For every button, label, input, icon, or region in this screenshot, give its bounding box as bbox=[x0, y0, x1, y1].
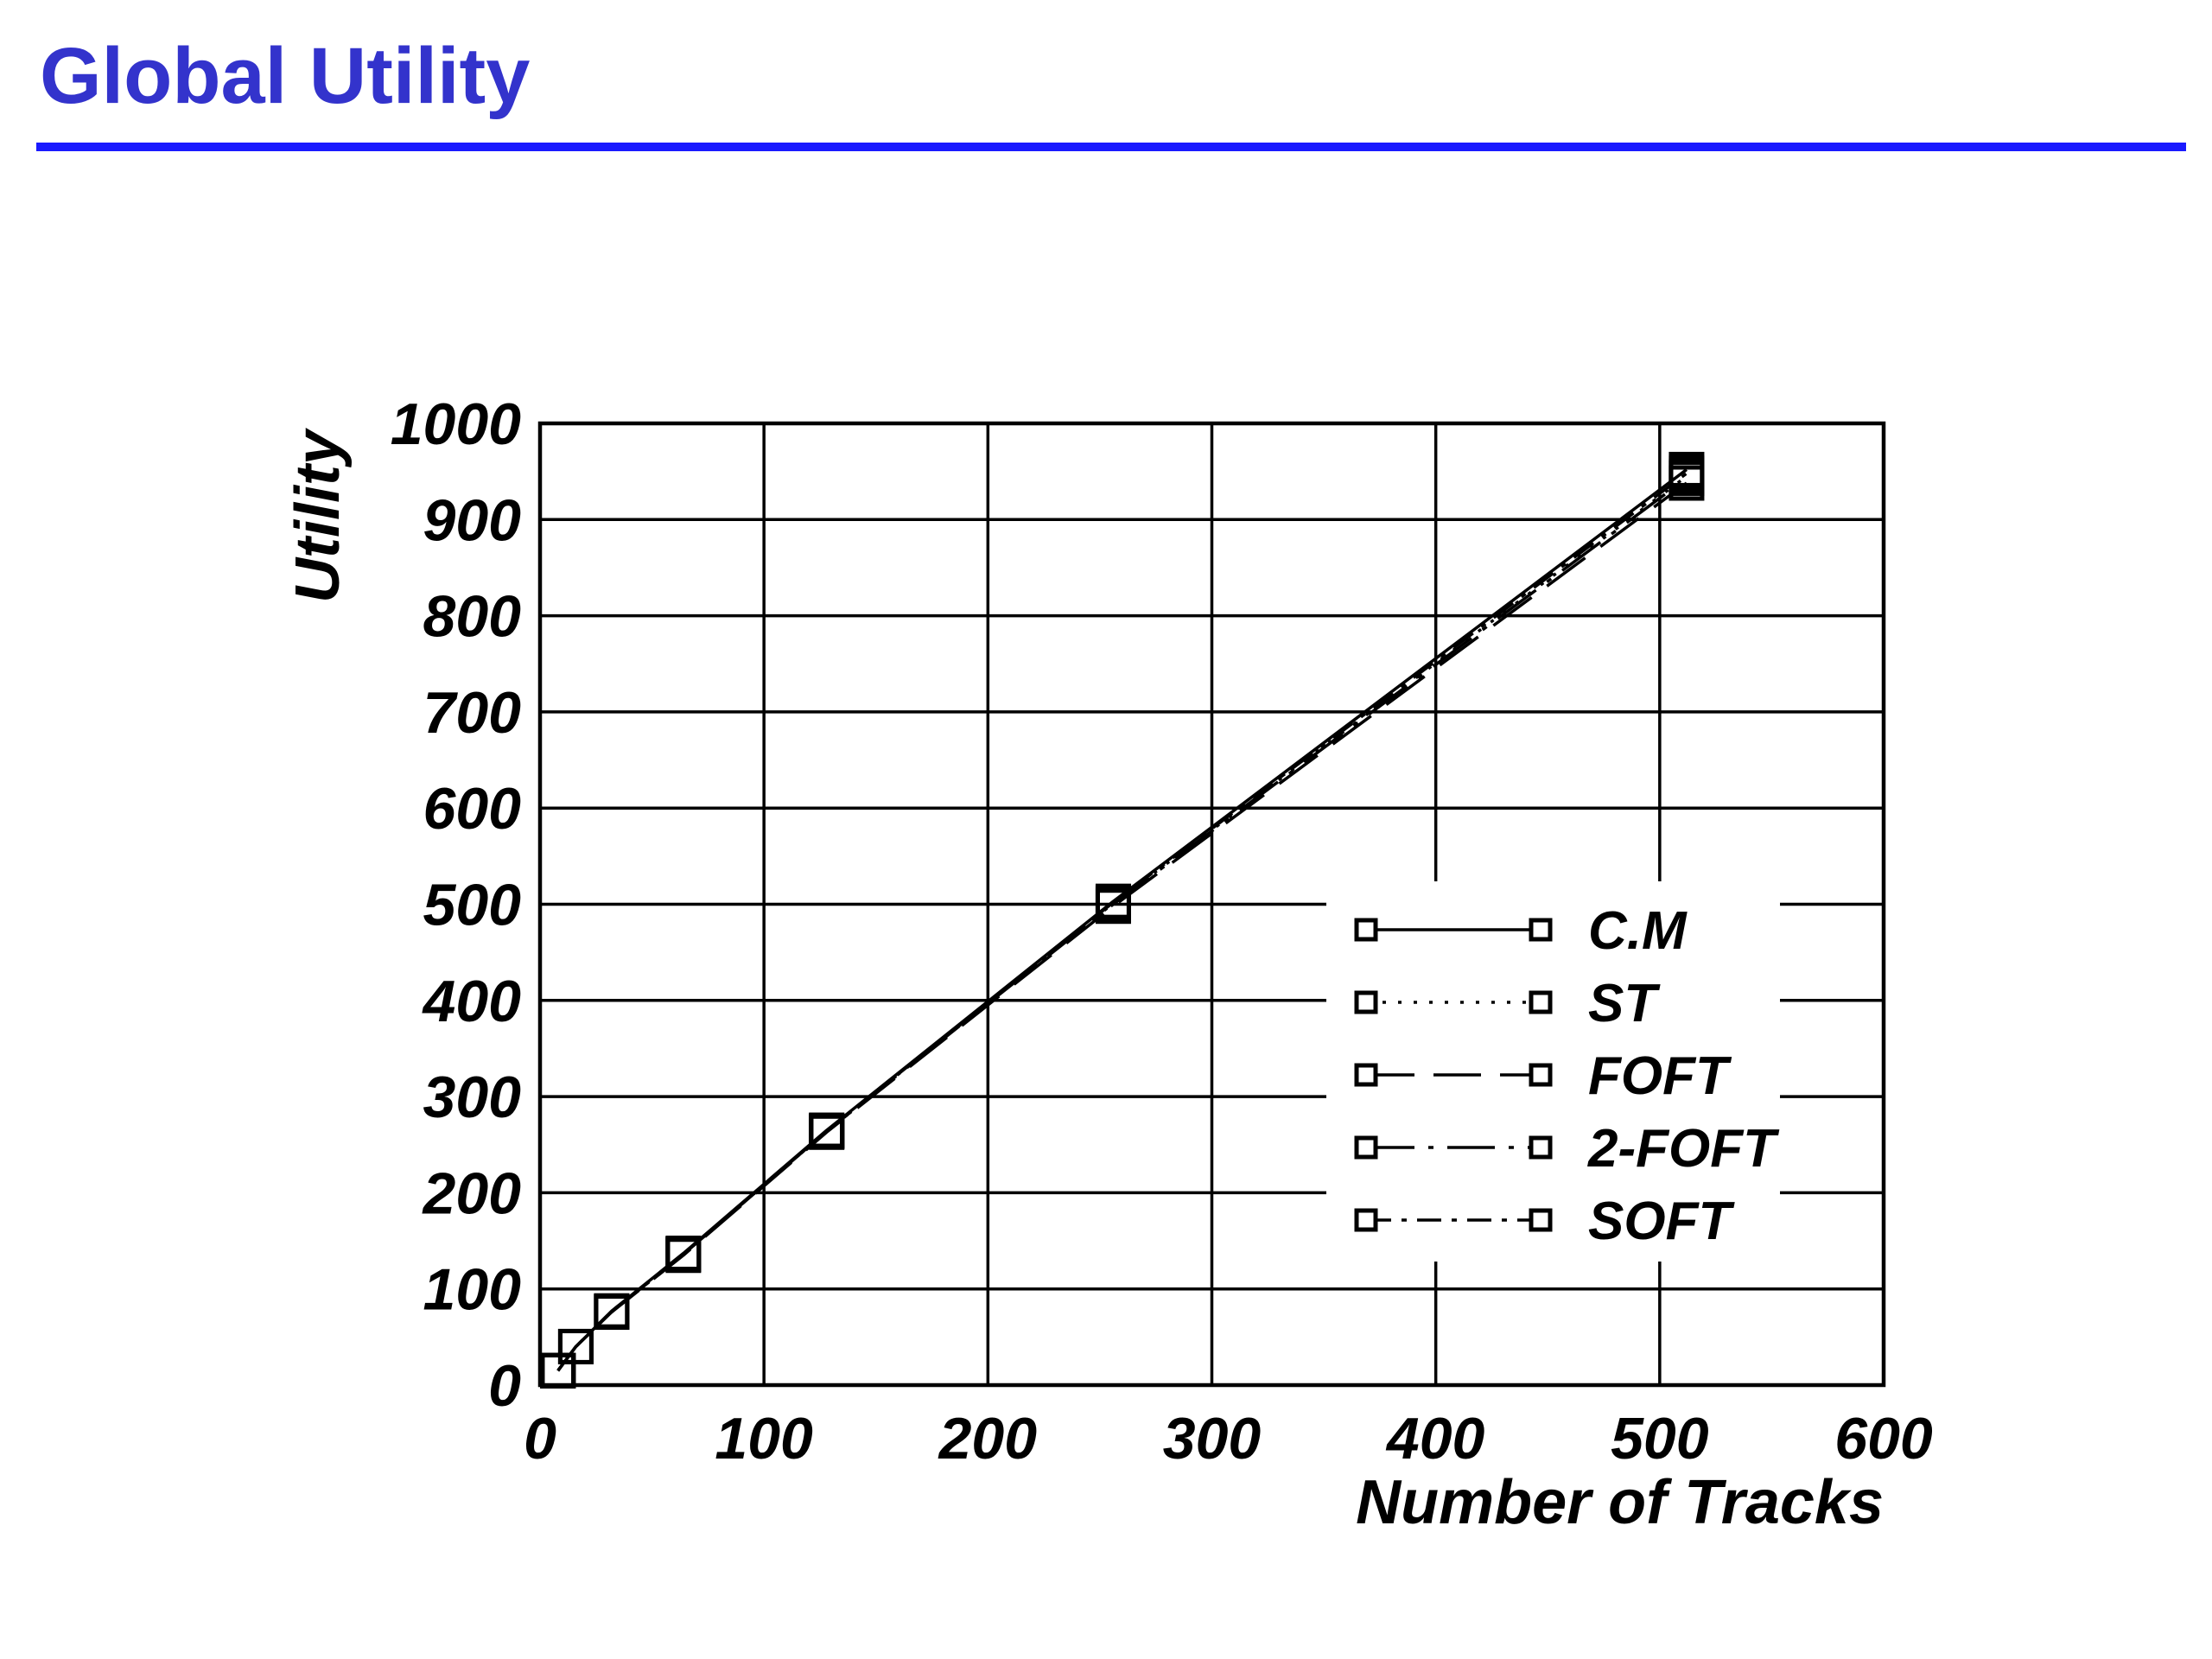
y-tick-label: 500 bbox=[423, 873, 522, 938]
legend-entry: FOFT bbox=[1354, 1046, 1732, 1106]
page-title: Global Utility bbox=[40, 32, 531, 120]
legend-marker bbox=[1529, 1135, 1553, 1160]
legend-marker bbox=[1354, 1063, 1378, 1087]
y-tick-label: 900 bbox=[423, 487, 522, 553]
y-tick-label: 200 bbox=[422, 1160, 522, 1226]
legend-marker bbox=[1529, 1208, 1553, 1232]
x-tick-label: 600 bbox=[1834, 1406, 1933, 1471]
legend-marker bbox=[1354, 1208, 1378, 1232]
y-tick-label: 100 bbox=[423, 1257, 522, 1323]
legend-label: ST bbox=[1588, 974, 1661, 1033]
x-tick-label: 400 bbox=[1385, 1406, 1485, 1471]
legend-marker bbox=[1354, 1135, 1378, 1160]
legend-entry: ST bbox=[1354, 974, 1661, 1033]
data-point-marker bbox=[557, 1328, 594, 1364]
y-tick-label: 800 bbox=[423, 584, 522, 650]
legend-label: SOFT bbox=[1588, 1192, 1735, 1251]
legend-label: FOFT bbox=[1588, 1046, 1732, 1106]
x-tick-label: 100 bbox=[715, 1406, 813, 1471]
x-tick-label: 0 bbox=[524, 1406, 556, 1471]
legend-marker bbox=[1529, 990, 1553, 1014]
legend-label: C.M bbox=[1588, 901, 1688, 961]
legend-entry: 2-FOFT bbox=[1354, 1119, 1780, 1179]
y-tick-label: 400 bbox=[422, 969, 522, 1034]
legend-marker bbox=[1354, 918, 1378, 942]
legend-marker bbox=[1529, 1063, 1553, 1087]
title-divider bbox=[36, 143, 2186, 151]
data-point-marker bbox=[1095, 884, 1131, 920]
x-axis-label: Number of Tracks bbox=[1356, 1468, 1884, 1537]
legend-entry: SOFT bbox=[1354, 1192, 1735, 1251]
data-point-marker bbox=[665, 1236, 702, 1273]
plot-frame bbox=[537, 421, 1886, 1388]
series-line bbox=[556, 472, 1688, 1372]
data-point-marker bbox=[809, 1113, 845, 1149]
y-tick-label: 600 bbox=[423, 776, 522, 842]
data-point-marker bbox=[594, 1293, 630, 1329]
legend-label: 2-FOFT bbox=[1587, 1119, 1780, 1179]
x-tick-label: 200 bbox=[938, 1406, 1038, 1471]
y-axis-label: Utility bbox=[283, 427, 353, 603]
legend-marker bbox=[1529, 918, 1553, 942]
y-tick-label: 1000 bbox=[391, 391, 521, 457]
y-tick-label: 300 bbox=[423, 1065, 522, 1130]
x-tick-label: 500 bbox=[1611, 1406, 1709, 1471]
legend-background bbox=[1326, 881, 1780, 1262]
x-tick-label: 300 bbox=[1163, 1406, 1262, 1471]
data-point-marker bbox=[1669, 455, 1705, 492]
legend-marker bbox=[1354, 990, 1378, 1014]
legend-entry: C.M bbox=[1354, 901, 1688, 961]
y-tick-label: 0 bbox=[488, 1353, 521, 1419]
y-tick-label: 700 bbox=[423, 680, 522, 746]
